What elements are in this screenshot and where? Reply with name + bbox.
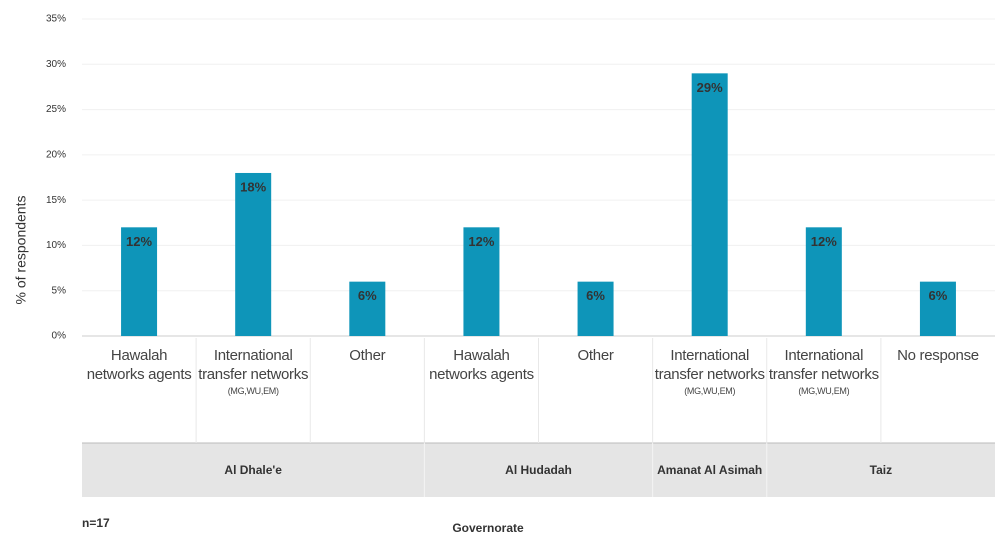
y-axis-title: % of respondents (13, 196, 29, 305)
bar (577, 281, 614, 336)
x-tick-label: International transfer networks (MG,WU,EM… (769, 346, 879, 398)
data-label: 6% (586, 288, 605, 303)
x-axis-title: Governorate (452, 521, 524, 535)
data-label: 12% (468, 234, 494, 249)
group-band (82, 443, 995, 497)
y-tick-label: 30% (46, 59, 66, 70)
x-tick-label: Hawalah networks agents (84, 346, 194, 384)
category-note: (MG,WU,EM) (798, 386, 850, 396)
group-label: Amanat Al Asimah (657, 463, 763, 477)
category-label: Hawalah networks agents (86, 347, 192, 383)
group-label: Taiz (869, 463, 893, 477)
y-tick-label: 15% (46, 195, 66, 206)
bar (235, 172, 272, 336)
group-label: Al Hudadah (505, 463, 572, 477)
x-tick-label: Other (541, 346, 651, 365)
y-tick-label: 35% (46, 14, 66, 25)
category-label: Other (349, 347, 386, 364)
bar (691, 73, 728, 336)
category-label: No response (897, 347, 979, 364)
category-label: International transfer networks (768, 347, 879, 383)
category-label: Other (577, 347, 614, 364)
y-tick-label: 20% (46, 149, 66, 160)
data-label: 6% (358, 288, 377, 303)
y-tick-label: 25% (46, 104, 66, 115)
category-label: International transfer networks (654, 347, 765, 383)
y-tick-label: 0% (52, 331, 67, 342)
data-label: 12% (126, 234, 152, 249)
data-label: 6% (929, 288, 948, 303)
x-tick-label: No response (883, 346, 993, 365)
category-label: Hawalah networks agents (429, 347, 534, 383)
y-tick-label: 5% (52, 285, 67, 296)
x-tick-label: Hawalah networks agents (426, 346, 536, 384)
note: n=17 (82, 516, 110, 530)
data-label: 12% (811, 234, 837, 249)
data-label: 29% (697, 80, 723, 95)
x-tick-label: International transfer networks (MG,WU,EM… (655, 346, 765, 398)
category-note: (MG,WU,EM) (684, 386, 736, 396)
bar (463, 227, 500, 336)
group-label: Al Dhale'e (224, 463, 282, 477)
y-tick-label: 10% (46, 240, 66, 251)
category-note: (MG,WU,EM) (227, 386, 279, 396)
x-tick-label: International transfer networks (MG,WU,EM… (198, 346, 308, 398)
bar (349, 281, 386, 336)
bar (919, 281, 956, 336)
bar (805, 227, 842, 336)
x-tick-label: Other (312, 346, 422, 365)
bar (121, 227, 158, 336)
data-label: 18% (240, 179, 266, 194)
category-label: International transfer networks (198, 347, 309, 383)
